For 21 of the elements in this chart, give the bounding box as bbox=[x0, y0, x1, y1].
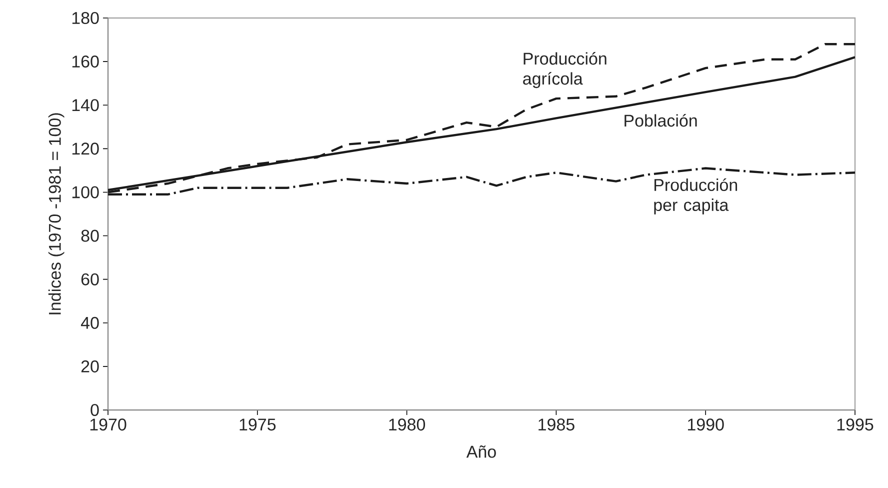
y-tick-label: 140 bbox=[72, 99, 99, 112]
y-tick-label: 60 bbox=[81, 273, 99, 286]
x-tick-label: 1975 bbox=[240, 418, 276, 431]
y-tick-label: 160 bbox=[72, 56, 99, 68]
series-label: Población bbox=[624, 114, 697, 127]
x-axis-title: Año bbox=[466, 445, 496, 458]
y-tick-label: 80 bbox=[81, 230, 99, 242]
series-label: Producción per capita bbox=[654, 178, 738, 214]
y-tick-label: 40 bbox=[80, 316, 99, 329]
y-tick-label: 120 bbox=[72, 142, 99, 155]
y-tick-label: 20 bbox=[81, 360, 99, 372]
x-tick-label: 1980 bbox=[389, 418, 426, 431]
y-axis-title: Indices (1970 -1981 = 100) bbox=[48, 113, 64, 314]
x-tick-label: 1995 bbox=[837, 418, 874, 431]
series-label: Producción agrícola bbox=[523, 52, 606, 88]
x-tick-label: 1990 bbox=[688, 418, 724, 431]
x-tick-label: 1970 bbox=[90, 418, 126, 431]
y-tick-label: 100 bbox=[72, 186, 99, 198]
y-tick-label: 0 bbox=[90, 404, 99, 416]
y-tick-label: 180 bbox=[72, 12, 99, 24]
x-tick-label: 1985 bbox=[538, 418, 574, 431]
